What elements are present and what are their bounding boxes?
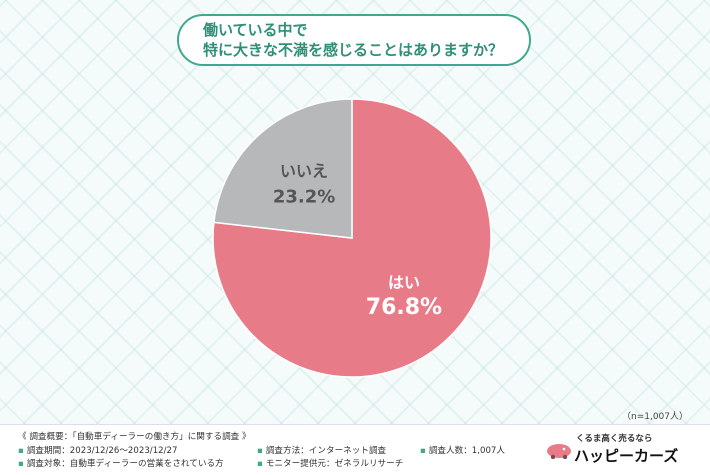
survey-target: ▪ 調査対象：自動車ディーラーの営業をされている方 [18,459,224,469]
pie-label-group-no: いいえ 23.2% [273,161,335,207]
survey-summary: 《 調査概要：「自動車ディーラーの働き方」に関する調査 》 [18,432,251,442]
sample-size-note: （n=1,007人） [621,412,688,422]
survey-method: ▪ 調査方法：インターネット調査 [257,446,387,456]
question-line-2: 特に大きな不満を感じることはありますか？ [203,41,504,59]
pie-label-yes: はい [388,273,420,292]
pie-value-no: 23.2% [273,186,335,207]
survey-monitor-text: モニター提供元：ゼネラルリサーチ [265,459,404,469]
pie-value-yes: 76.8% [366,295,442,320]
survey-count: ▪ 調査人数：1,007人 [420,446,505,456]
pie-slice-no [213,98,353,239]
survey-period: ▪ 調査期間：2023/12/26〜2023/12/27 [18,446,178,456]
logo-name: ハッピーカーズ [574,447,679,465]
question-title-box: 働いている中で 特に大きな不満を感じることはありますか？ [177,14,531,66]
brand-logo: くるま高く売るなら ハッピーカーズ [544,431,692,467]
logo-tagline: くるま高く売るなら [576,434,653,444]
survey-footer [0,424,710,475]
survey-method-text: 調査方法：インターネット調査 [265,446,387,456]
car-mascot-icon [547,444,571,459]
survey-monitor: ▪ モニター提供元：ゼネラルリサーチ [257,459,404,469]
survey-target-text: 調査対象：自動車ディーラーの営業をされている方 [26,459,224,469]
question-line-1: 働いている中で [203,21,308,39]
survey-period-text: 調査期間：2023/12/26〜2023/12/27 [26,446,178,456]
pie-label-no: いいえ [280,161,328,180]
survey-count-text: 調査人数：1,007人 [428,446,505,456]
pie-label-group-yes: はい 76.8% [366,273,442,320]
